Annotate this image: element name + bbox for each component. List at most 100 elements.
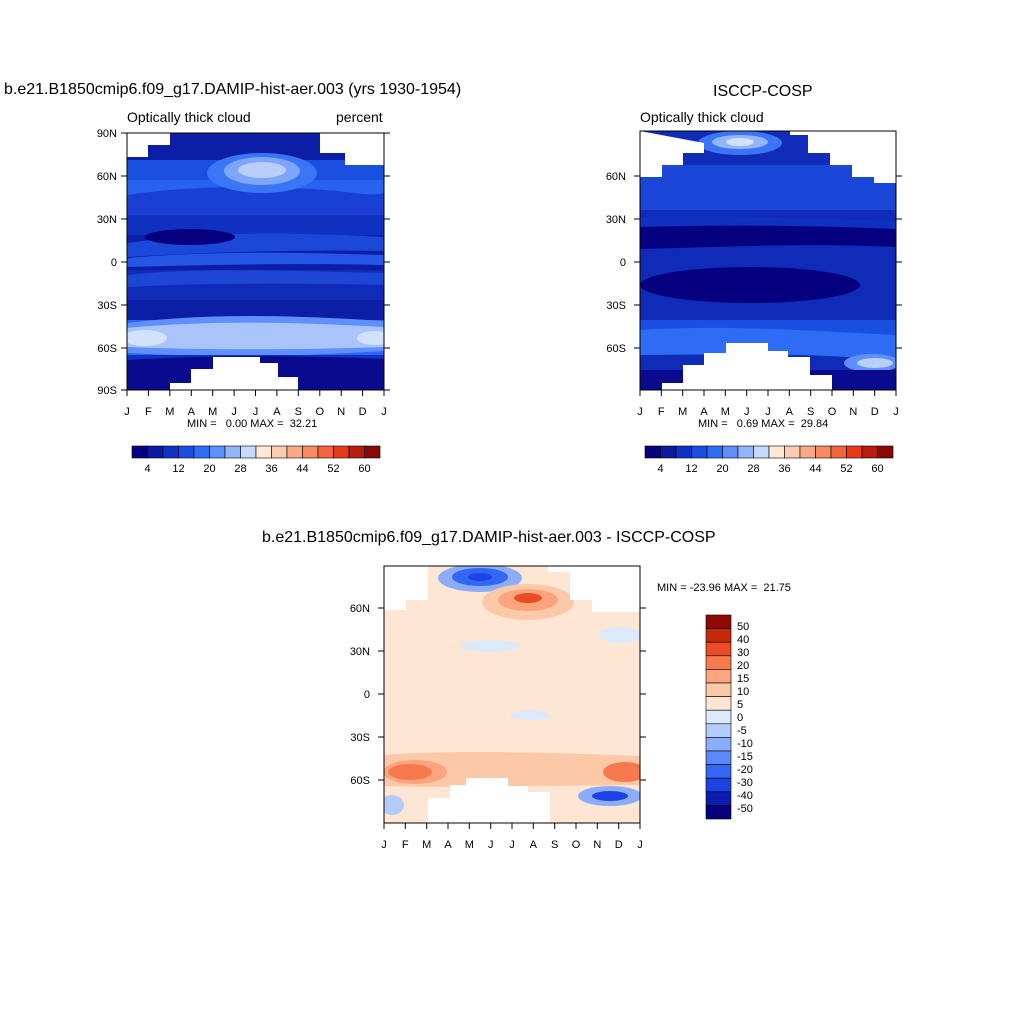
chart2-xtick-label: O — [828, 406, 837, 418]
colorbar-swatch — [722, 445, 739, 459]
colorbar-swatch — [675, 445, 692, 459]
colorbar-swatch — [364, 445, 381, 459]
chart2-colorbar-label: 44 — [809, 463, 821, 475]
chart3-xtick-label: D — [615, 839, 623, 850]
chart2-colorbar: 4 12 20 28 36 44 52 60 — [644, 445, 894, 475]
chart2-colorbar-swatches — [644, 445, 894, 459]
chart2-xtick-label: J — [637, 406, 643, 418]
chart2-xtick-label: A — [786, 406, 794, 418]
colorbar-swatch — [846, 445, 863, 459]
chart1-xtick-label: J — [124, 406, 130, 418]
chart1-xtick-label: N — [337, 406, 345, 418]
chart1-xtick-label: J — [381, 406, 387, 418]
chart3-xtick-label: M — [465, 839, 474, 850]
chart3-ytick-label: 60N — [350, 603, 370, 615]
colorbar-swatch — [660, 445, 677, 459]
colorbar-swatch — [224, 445, 241, 459]
colorbar-swatch — [147, 445, 164, 459]
chart1-ytick-label: 90N — [97, 128, 117, 140]
colorbar-swatch — [705, 737, 732, 752]
colorbar-swatch — [877, 445, 894, 459]
chart3-colorbar-label: 40 — [737, 634, 749, 646]
colorbar-swatch — [705, 723, 732, 738]
colorbar-swatch — [705, 696, 732, 711]
chart1-xtick-label: D — [359, 406, 367, 418]
chart2-xtick-label: M — [721, 406, 730, 418]
chart3-colorbar-label: 20 — [737, 660, 749, 672]
colorbar-swatch — [255, 445, 272, 459]
colorbar-swatch — [705, 641, 732, 657]
colorbar-swatch — [705, 655, 732, 670]
chart1-title: b.e21.B1850cmip6.f09_g17.DAMIP-hist-aer.… — [4, 81, 462, 98]
chart2-colorbar-label: 20 — [716, 463, 728, 475]
colorbar-swatch — [705, 791, 732, 806]
colorbar-swatch — [705, 614, 732, 629]
chart2-minmax: MIN = 0.69 MAX = 29.84 — [698, 418, 829, 430]
colorbar-swatch — [705, 750, 732, 765]
colorbar-swatch — [706, 445, 723, 459]
chart3-ytick-label: 60S — [350, 775, 370, 787]
chart2-colorbar-label: 36 — [778, 463, 790, 475]
chart3-x-ticks — [383, 823, 641, 829]
chart2-xtick-label: J — [744, 406, 750, 418]
chart2-subtitle-left: Optically thick cloud — [640, 109, 764, 125]
chart2-plot: 60N 30N 0 30S 60S J F M A M J J A S O N … — [606, 130, 902, 418]
chart3-xtick-label: A — [444, 839, 452, 850]
colorbar-swatch — [768, 445, 785, 459]
chart2-xtick-label: J — [893, 406, 899, 418]
colorbar-swatch — [286, 445, 303, 459]
chart1-plot: 90N 60N 30N 0 30S 60S 90S J F M A M J J … — [97, 128, 390, 418]
chart1-xtick-label: F — [145, 406, 152, 418]
chart3-colorbar-label: -10 — [737, 738, 753, 750]
chart1-colorbar-label: 4 — [144, 463, 150, 475]
chart1-xtick-label: M — [208, 406, 217, 418]
chart2-xtick-label: M — [678, 406, 687, 418]
colorbar-swatch — [302, 445, 319, 459]
chart1-xtick-label: J — [231, 406, 237, 418]
chart1-colorbar-label: 60 — [358, 463, 370, 475]
chart1-ytick-label: 0 — [111, 257, 117, 269]
colorbar-swatch — [178, 445, 195, 459]
colorbar-swatch — [333, 445, 350, 459]
chart3-colorbar-label: 5 — [737, 699, 743, 711]
chart3-colorbar-swatches — [705, 614, 732, 820]
colorbar-swatch — [705, 682, 732, 697]
chart1-ytick-label: 30N — [97, 214, 117, 226]
colorbar-swatch — [705, 777, 732, 793]
chart3-ytick-label: 30N — [350, 646, 370, 658]
chart2-xtick-label: N — [849, 406, 857, 418]
chart3-colorbar-label: -30 — [737, 777, 753, 789]
chart2-y-ticks — [634, 175, 902, 349]
colorbar-swatch — [644, 445, 661, 459]
chart1-ytick-label: 90S — [97, 385, 117, 397]
chart3-colorbar-label: 0 — [737, 712, 743, 724]
chart3-colorbar-label: -20 — [737, 764, 753, 776]
chart1-ytick-label: 30S — [97, 300, 117, 312]
colorbar-swatch — [240, 445, 257, 459]
chart2-ytick-label: 60S — [606, 343, 626, 355]
colorbar-swatch — [861, 445, 878, 459]
chart1-xtick-label: A — [273, 406, 281, 418]
colorbar-swatch — [705, 764, 732, 779]
chart1-xtick-label: J — [253, 406, 259, 418]
chart1-xtick-label: O — [316, 406, 325, 418]
chart3-colorbar-label: 15 — [737, 673, 749, 685]
chart1-colorbar-label: 12 — [172, 463, 184, 475]
chart1-subtitle-left: Optically thick cloud — [127, 109, 251, 125]
chart1-xtick-label: S — [295, 406, 302, 418]
colorbar-swatch — [705, 709, 732, 725]
colorbar-swatch — [691, 445, 708, 459]
chart3-colorbar-label: 50 — [737, 621, 749, 633]
colorbar-swatch — [209, 445, 226, 459]
chart3-xtick-label: J — [637, 839, 643, 850]
colorbar-swatch — [271, 445, 288, 459]
chart2-ytick-label: 30N — [606, 214, 626, 226]
chart3-colorbar: 50 40 30 20 15 10 5 0 -5 -10 -15 -20 -30… — [705, 614, 753, 820]
chart2-ytick-label: 60N — [606, 171, 626, 183]
chart1-colorbar-label: 28 — [234, 463, 246, 475]
colorbar-swatch — [753, 445, 770, 459]
colorbar-swatch — [705, 669, 732, 684]
colorbar-swatch — [799, 445, 816, 459]
chart1-ytick-label: 60S — [97, 343, 117, 355]
chart3-xtick-label: J — [381, 839, 387, 850]
